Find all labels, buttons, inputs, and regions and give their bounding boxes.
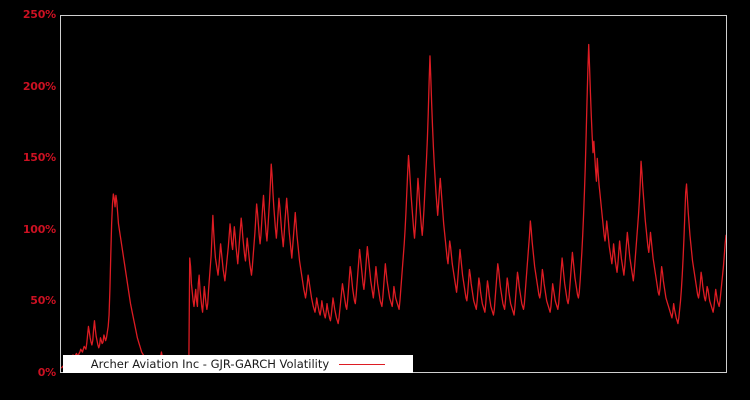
y-axis-tick-label: 200% xyxy=(22,79,56,93)
y-axis-tick-label: 250% xyxy=(22,8,56,21)
series-polyline xyxy=(61,43,726,369)
plot-area xyxy=(60,15,727,373)
legend-label: Archer Aviation Inc - GJR-GARCH Volatili… xyxy=(90,357,330,371)
legend-line-swatch xyxy=(339,363,386,365)
y-axis-tick-label: 0% xyxy=(37,366,56,379)
y-axis-tick-label: 150% xyxy=(22,151,56,165)
y-axis-tick-label: 100% xyxy=(22,222,56,236)
volatility-line-series xyxy=(61,43,726,369)
chart-legend: Archer Aviation Inc - GJR-GARCH Volatili… xyxy=(63,355,413,373)
y-axis-tick-label: 50% xyxy=(30,294,56,308)
y-axis-tick-labels: 0% 50% 100% 150% 200% 250% xyxy=(0,0,56,400)
